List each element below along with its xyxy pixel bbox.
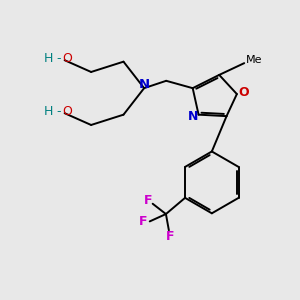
Text: O: O: [63, 52, 73, 64]
Text: O: O: [63, 105, 73, 118]
Text: F: F: [144, 194, 152, 207]
Text: F: F: [166, 230, 175, 243]
Text: -: -: [56, 105, 61, 118]
Text: -: -: [56, 52, 61, 64]
Text: H: H: [44, 105, 53, 118]
Text: N: N: [139, 78, 150, 91]
Text: H: H: [44, 52, 53, 64]
Text: F: F: [139, 215, 148, 228]
Text: O: O: [238, 86, 249, 99]
Text: Me: Me: [246, 55, 262, 65]
Text: N: N: [188, 110, 199, 123]
